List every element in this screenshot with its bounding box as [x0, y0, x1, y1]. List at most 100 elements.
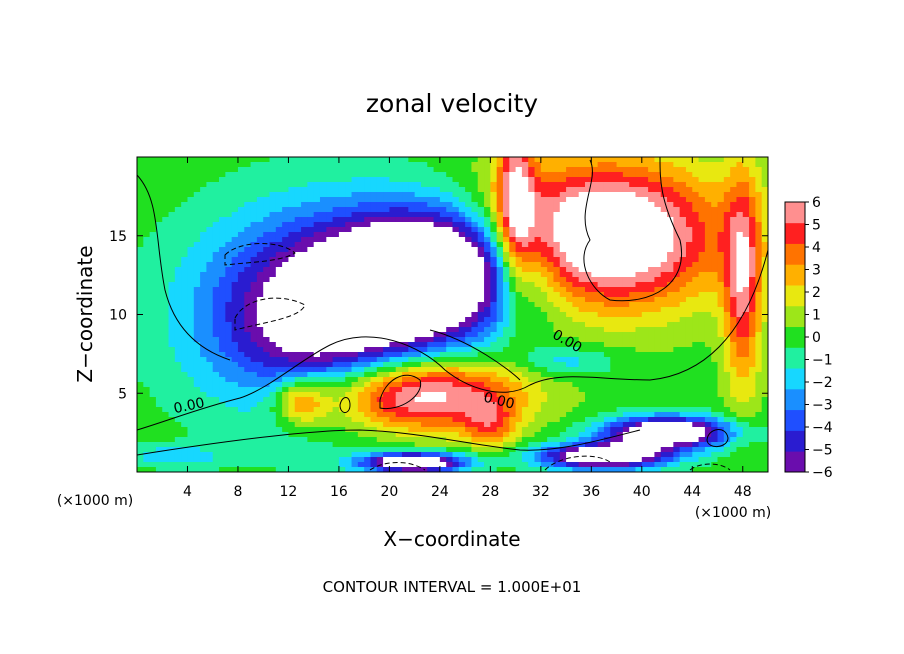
field-cell — [294, 192, 302, 198]
field-cell — [452, 172, 460, 178]
field-cell — [376, 207, 384, 213]
field-cell — [225, 327, 233, 333]
field-cell — [528, 377, 536, 383]
field-cell — [610, 227, 618, 233]
field-cell — [389, 282, 397, 288]
field-cell — [685, 282, 693, 288]
field-cell — [641, 207, 649, 213]
field-cell — [616, 397, 624, 403]
field-cell — [332, 262, 340, 268]
field-cell — [755, 292, 763, 298]
field-cell — [439, 352, 447, 358]
field-cell — [225, 332, 233, 338]
field-cell — [269, 227, 277, 233]
field-cell — [704, 372, 712, 378]
field-cell — [471, 157, 479, 163]
field-cell — [477, 227, 485, 233]
field-cell — [578, 272, 586, 278]
field-cell — [585, 302, 592, 308]
field-cell — [521, 292, 529, 298]
field-cell — [168, 312, 176, 318]
field-cell — [174, 182, 182, 188]
field-cell — [465, 197, 473, 203]
field-cell — [742, 367, 750, 373]
field-cell — [414, 317, 422, 323]
field-cell — [755, 197, 763, 203]
field-cell — [610, 317, 618, 323]
field-cell — [212, 392, 220, 398]
field-cell — [572, 207, 580, 213]
field-cell — [616, 237, 624, 243]
field-cell — [402, 217, 409, 223]
field-cell — [742, 182, 750, 188]
field-cell — [420, 397, 428, 403]
field-cell — [338, 167, 346, 173]
field-cell — [414, 222, 422, 228]
field-cell — [288, 267, 296, 273]
field-cell — [345, 342, 353, 348]
field-cell — [755, 392, 763, 398]
field-cell — [547, 257, 555, 263]
field-cell — [301, 382, 308, 388]
field-cell — [269, 172, 277, 178]
field-cell — [187, 192, 195, 198]
field-cell — [534, 322, 542, 328]
field-cell — [654, 282, 662, 288]
field-cell — [408, 292, 416, 298]
field-cell — [357, 377, 365, 383]
field-cell — [307, 242, 315, 248]
field-cell — [231, 267, 239, 273]
field-cell — [433, 252, 441, 258]
field-cell — [509, 307, 517, 313]
field-cell — [370, 167, 378, 173]
field-cell — [338, 182, 346, 188]
field-cell — [376, 357, 384, 363]
field-cell — [345, 217, 353, 223]
field-cell — [692, 322, 700, 328]
field-cell — [704, 362, 712, 368]
field-cell — [622, 177, 630, 183]
field-cell — [685, 197, 693, 203]
field-cell — [553, 342, 561, 348]
field-cell — [332, 352, 340, 358]
field-cell — [585, 242, 592, 248]
field-cell — [484, 332, 491, 338]
field-cell — [761, 327, 768, 333]
field-cell — [502, 157, 510, 163]
field-cell — [679, 347, 687, 353]
field-cell — [490, 232, 498, 238]
field-cell — [181, 157, 189, 163]
field-cell — [345, 212, 353, 218]
field-cell — [723, 297, 731, 303]
field-cell — [521, 257, 529, 263]
field-cell — [143, 217, 151, 223]
field-cell — [616, 257, 624, 263]
field-cell — [282, 367, 290, 373]
field-cell — [553, 172, 561, 178]
field-cell — [408, 277, 416, 283]
field-cell — [572, 312, 580, 318]
field-cell — [452, 382, 460, 388]
field-cell — [269, 337, 277, 343]
field-cell — [559, 362, 567, 368]
field-cell — [648, 237, 656, 243]
field-cell — [528, 237, 536, 243]
field-cell — [383, 272, 390, 278]
field-cell — [622, 182, 630, 188]
field-cell — [629, 197, 637, 203]
field-cell — [597, 232, 605, 238]
field-cell — [307, 297, 315, 303]
field-cell — [458, 382, 466, 388]
field-cell — [376, 257, 384, 263]
field-cell — [692, 237, 700, 243]
field-cell — [585, 257, 592, 263]
field-cell — [155, 307, 163, 313]
field-cell — [275, 157, 283, 163]
field-cell — [502, 397, 510, 403]
field-cell — [629, 172, 637, 178]
field-cell — [528, 392, 536, 398]
field-cell — [376, 172, 384, 178]
field-cell — [477, 322, 485, 328]
field-cell — [477, 352, 485, 358]
field-cell — [206, 162, 214, 168]
